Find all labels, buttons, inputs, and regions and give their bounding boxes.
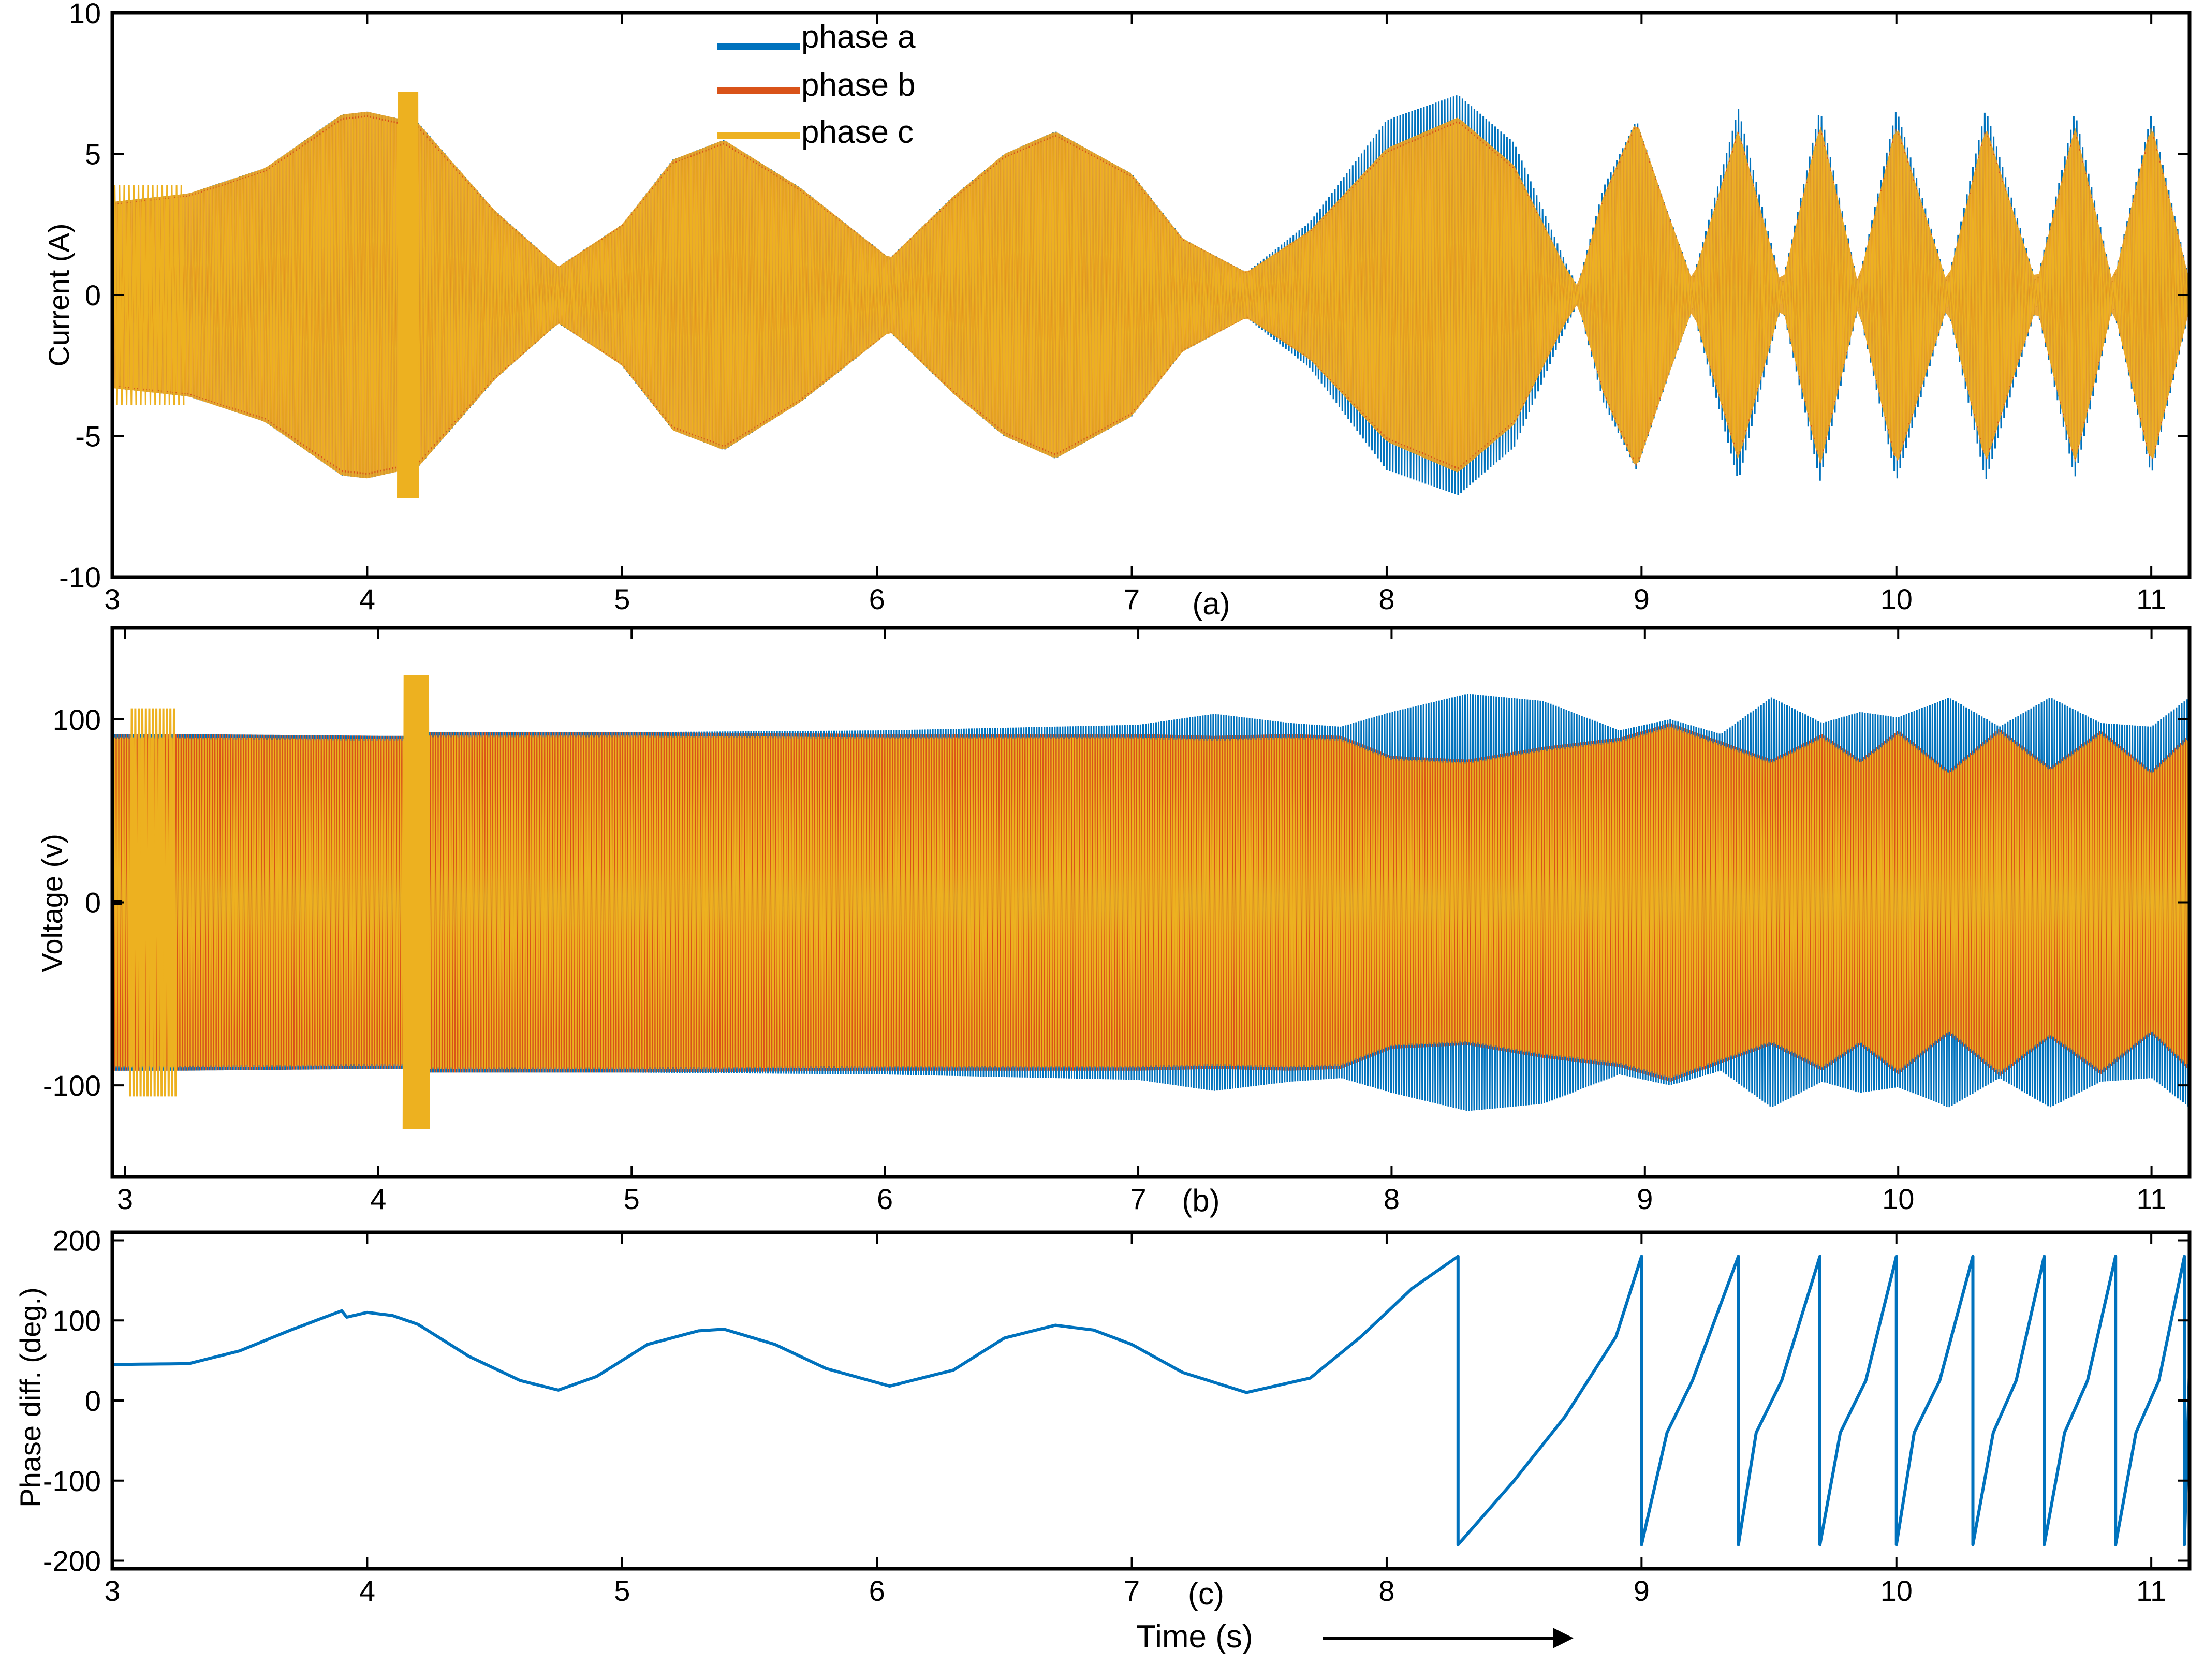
phase-diff-chart: 3 4 5 6 7 8 9 10 11 200 100 0 -100 -200 Phase diff. (… — [14, 1224, 2192, 1655]
voltage-x-tick-label: 10 — [1882, 1183, 1914, 1215]
legend: phase a phase b phase c — [717, 19, 916, 150]
panel-label-c: (c) — [1188, 1576, 1224, 1611]
phase-diff-chart-frame — [110, 1230, 2192, 1571]
voltage-chart: 3 4 5 6 7 8 9 10 11 100 0 -100 Voltage (v) (b) — [36, 626, 2192, 1218]
voltage-y-tick-label: 0 — [85, 887, 101, 919]
voltage-x-tick-label: 9 — [1637, 1183, 1653, 1215]
current-y-tick-label: -5 — [75, 420, 101, 453]
phase-diff-x-tick-label: 10 — [1880, 1574, 1913, 1607]
current-x-tick-label: 3 — [104, 583, 120, 615]
phase-diff-x-tick-label: 11 — [2136, 1574, 2166, 1607]
current-y-tick-label: -10 — [59, 561, 101, 594]
phase-diff-y-axis-label: Phase diff. (deg.) — [14, 1287, 47, 1507]
current-x-tick-label: 6 — [869, 583, 885, 615]
phase-diff-y-tick-label: 0 — [85, 1384, 101, 1417]
series-phase-b-fill — [112, 111, 2190, 479]
phase-diff-x-tick-label: 4 — [359, 1574, 375, 1607]
voltage-y-tick-label: -100 — [43, 1069, 101, 1102]
current-y-tick-label: 10 — [69, 0, 101, 30]
current-chart: 3 4 5 6 7 8 9 10 11 10 5 0 -5 -10 Current (A) (a) pha… — [42, 0, 2192, 621]
series-voltage-phase-c — [112, 726, 2190, 1078]
voltage-x-tick-label: 4 — [370, 1183, 386, 1215]
series-phase-c-transient — [397, 92, 419, 498]
phase-diff-x-tick-label: 7 — [1124, 1574, 1140, 1607]
voltage-x-tick-label: 3 — [117, 1183, 133, 1215]
phase-diff-x-tick-label: 8 — [1378, 1574, 1394, 1607]
voltage-x-tick-label: 8 — [1384, 1183, 1400, 1215]
voltage-x-tick-label: 5 — [624, 1183, 640, 1215]
phase-diff-y-tick-label: 200 — [53, 1224, 101, 1257]
phase-diff-x-tick-label: 5 — [614, 1574, 630, 1607]
current-x-tick-label: 8 — [1378, 583, 1394, 615]
voltage-transient-0 — [129, 708, 177, 1097]
voltage-x-tick-label: 6 — [877, 1183, 893, 1215]
current-y-axis-label: Current (A) — [42, 224, 75, 367]
series-phase-c-transient — [112, 185, 185, 405]
current-x-tick-label: 4 — [359, 583, 375, 615]
legend-label-phase-b: phase b — [801, 67, 916, 103]
legend-label-phase-c: phase c — [801, 114, 914, 150]
current-x-tick-label: 9 — [1634, 583, 1650, 615]
panel-label-b: (b) — [1182, 1183, 1219, 1218]
phase-diff-y-tick-label: -100 — [43, 1465, 101, 1497]
current-x-tick-label: 7 — [1124, 583, 1140, 615]
phase-diff-x-tick-label: 9 — [1634, 1574, 1650, 1607]
current-y-tick-label: 5 — [85, 138, 101, 171]
current-x-tick-label: 5 — [614, 583, 630, 615]
series-phase-difference — [112, 1255, 2190, 1546]
panel-label-a: (a) — [1192, 586, 1230, 621]
phase-diff-y-tick-label: 100 — [53, 1304, 101, 1337]
current-x-tick-label: 11 — [2136, 583, 2166, 615]
legend-label-phase-a: phase a — [801, 19, 916, 55]
voltage-y-axis-label: Voltage (v) — [36, 834, 68, 972]
phase-diff-y-tick-label: -200 — [43, 1545, 101, 1578]
x-axis-label: Time (s) — [1137, 1619, 1253, 1655]
phase-diff-x-tick-label: 3 — [104, 1574, 120, 1607]
current-y-tick-label: 0 — [85, 279, 101, 312]
phase-diff-x-tick-label: 6 — [869, 1574, 885, 1607]
voltage-y-tick-label: 100 — [53, 703, 101, 736]
voltage-x-tick-label: 11 — [2137, 1183, 2167, 1215]
voltage-transient-1 — [402, 675, 430, 1130]
current-x-tick-label: 10 — [1880, 583, 1913, 615]
series-phase-c — [112, 117, 2190, 473]
time-arrow — [1323, 1628, 1574, 1648]
voltage-x-tick-label: 7 — [1130, 1183, 1146, 1215]
